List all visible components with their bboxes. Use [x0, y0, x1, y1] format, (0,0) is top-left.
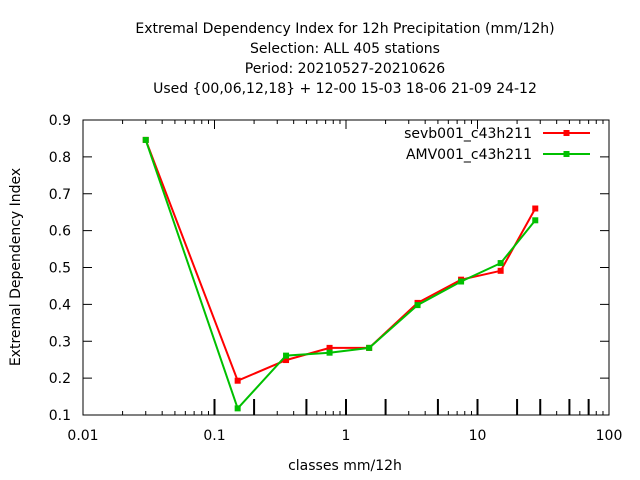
legend-label: AMV001_c43h211 [406, 147, 532, 163]
plot-border [82, 119, 610, 416]
y-tick-label: 0.6 [49, 224, 71, 240]
y-tick-label: 0.7 [49, 187, 71, 203]
legend-swatch-marker [563, 130, 570, 136]
x-axis-label: classes mm/12h [288, 458, 402, 474]
y-tick-label: 0.8 [49, 150, 71, 166]
data-point [414, 302, 421, 309]
data-point [532, 217, 539, 224]
y-axis-label: Extremal Dependency Index [8, 168, 24, 366]
y-tick-label: 0.5 [49, 261, 71, 277]
y-tick-label: 0.4 [49, 297, 71, 313]
chart-title-line-1: Extremal Dependency Index for 12h Precip… [135, 21, 555, 37]
x-tick-label: 0.1 [203, 428, 225, 444]
x-tick-label: 100 [596, 428, 623, 444]
data-point [532, 205, 539, 212]
series-1 [142, 136, 539, 384]
x-tick-label: 10 [469, 428, 487, 444]
data-point [326, 344, 333, 351]
data-point [234, 405, 241, 412]
data-point [366, 344, 373, 351]
x-tick-label: 0.01 [67, 428, 98, 444]
y-tick-label: 0.3 [49, 334, 71, 350]
legend: sevb001_c43h211 AMV001_c43h211 [404, 126, 590, 163]
series-line [144, 139, 537, 411]
series-2 [142, 136, 539, 412]
data-point [283, 352, 290, 359]
data-point [326, 349, 333, 356]
chart-title-line-3: Period: 20210527-20210626 [244, 61, 446, 77]
data-point [142, 136, 149, 143]
data-point [458, 278, 465, 285]
axis-ticks: 0.1 0.2 0.3 0.4 0.5 0.6 0.7 0.8 0.9 0.01 0.1 1 10 100 [49, 113, 623, 444]
data-point [234, 377, 241, 384]
chart-title-line-2: Selection: ALL 405 stations [250, 41, 440, 57]
y-tick-label: 0.1 [49, 408, 71, 424]
class-boundary-ticks [213, 399, 590, 415]
y-tick-label: 0.2 [49, 371, 71, 387]
legend-label: sevb001_c43h211 [404, 126, 532, 142]
series-layer [142, 136, 539, 412]
legend-swatch-marker [563, 151, 570, 157]
data-point [283, 357, 290, 364]
data-point [497, 260, 504, 267]
plot-area [82, 119, 610, 416]
y-tick-label: 0.9 [49, 113, 71, 129]
series-line [144, 139, 537, 383]
chart-title-line-4: Used {00,06,12,18} + 12-00 15-03 18-06 2… [153, 81, 537, 97]
data-point [497, 267, 504, 274]
x-tick-label: 1 [342, 428, 351, 444]
